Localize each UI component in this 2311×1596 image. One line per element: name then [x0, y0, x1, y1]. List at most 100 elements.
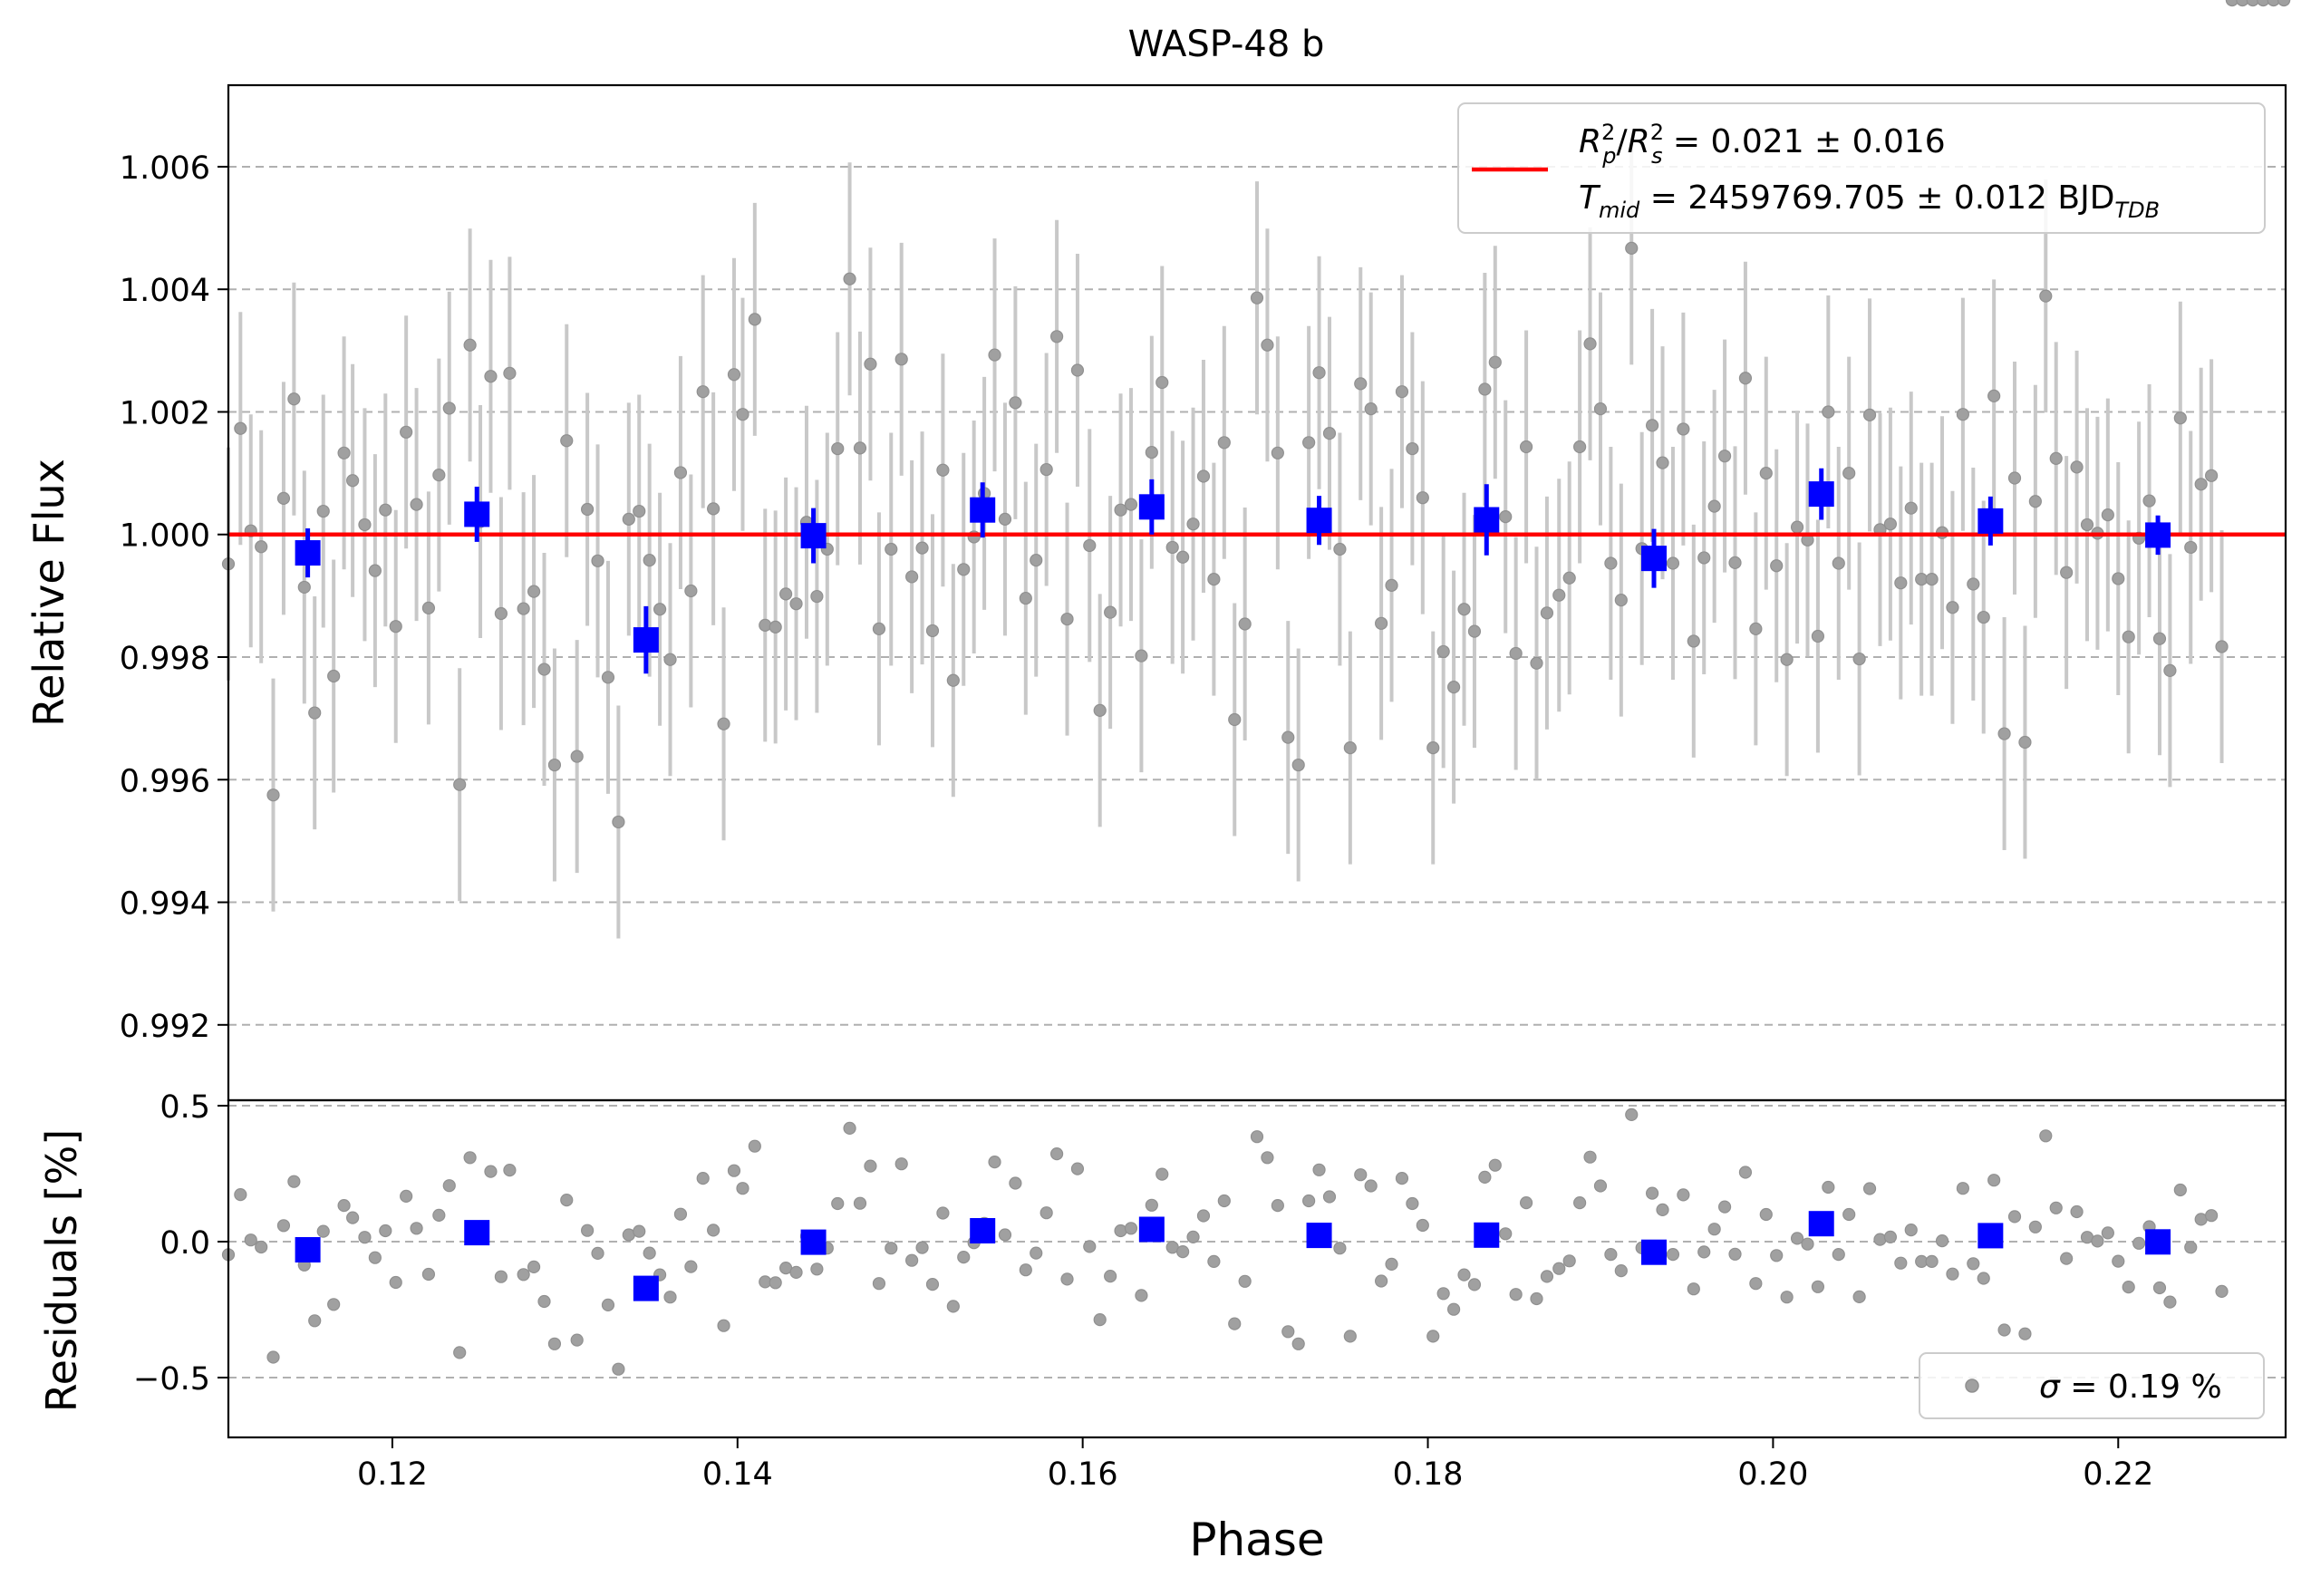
- raw-point: [316, 504, 330, 518]
- residual-point: [1509, 1288, 1523, 1301]
- residual-point: [244, 1233, 257, 1247]
- raw-point: [432, 469, 446, 482]
- raw-point: [810, 589, 824, 604]
- raw-point: [1852, 652, 1866, 666]
- raw-point: [1583, 337, 1597, 351]
- raw-point: [297, 580, 311, 595]
- raw-point: [1822, 405, 1835, 419]
- residual-point: [1749, 1277, 1763, 1291]
- residual-point: [843, 1121, 856, 1136]
- raw-point: [673, 466, 688, 479]
- bottom-panel: −0.5 0.0 0.5 0.12 0.14 0.16 0.18 0.20 0.22 Resi…: [37, 0, 2291, 1566]
- residual-point: [1135, 1289, 1148, 1302]
- raw-point: [1728, 556, 1742, 569]
- raw-point: [1186, 517, 1200, 531]
- raw-point: [1049, 330, 1064, 343]
- residual-point: [503, 1163, 517, 1177]
- bottom-y-tick-label: 0.5: [160, 1089, 210, 1126]
- top-raw-points: [221, 0, 2291, 939]
- residual-point: [736, 1182, 749, 1195]
- residual-point: [915, 1241, 929, 1254]
- residual-point: [1519, 1195, 1533, 1210]
- residual-point: [2091, 1234, 2104, 1248]
- raw-point: [1196, 469, 1211, 483]
- residual-point: [400, 1189, 413, 1204]
- residual-point: [1228, 1317, 1242, 1330]
- residual-point: [946, 1300, 960, 1313]
- raw-point: [653, 603, 667, 616]
- raw-point: [1406, 441, 1419, 456]
- residual-point: [1261, 1151, 1274, 1165]
- residual-point: [1176, 1244, 1190, 1259]
- raw-point: [1717, 450, 1732, 463]
- residual-point: [1717, 1200, 1732, 1214]
- binned-residual-point: [800, 1229, 827, 1255]
- top-binned-points: [295, 468, 2171, 674]
- residual-point: [2018, 1327, 2032, 1340]
- binned-residual-point: [633, 1275, 659, 1301]
- residual-point: [789, 1265, 803, 1280]
- raw-point: [1238, 617, 1252, 631]
- raw-point: [1019, 591, 1032, 605]
- top-y-tick-label: 1.002: [120, 395, 210, 431]
- residual-point: [234, 1187, 247, 1202]
- residual-point: [748, 1139, 761, 1153]
- raw-point: [663, 653, 677, 666]
- binned-residual-point: [2145, 1229, 2171, 1255]
- residual-point: [570, 1333, 584, 1347]
- raw-point: [1614, 594, 1628, 607]
- raw-point: [1904, 501, 1918, 515]
- raw-point: [727, 368, 741, 382]
- raw-point: [1478, 382, 1492, 396]
- residual-point: [2132, 1236, 2146, 1250]
- top-y-tick-label: 1.004: [120, 273, 210, 309]
- raw-point: [2049, 451, 2063, 465]
- residual-point: [2152, 1281, 2167, 1295]
- raw-point: [463, 338, 477, 352]
- raw-point: [622, 512, 635, 526]
- residual-point: [673, 1207, 688, 1221]
- raw-point: [1770, 559, 1784, 573]
- raw-point: [1070, 363, 1085, 377]
- residual-point: [1770, 1249, 1784, 1262]
- raw-point: [853, 441, 867, 455]
- x-tick-label: 0.22: [2083, 1456, 2153, 1493]
- raw-point: [1625, 241, 1639, 256]
- residual-point: [287, 1175, 301, 1188]
- residual-point: [1196, 1209, 1211, 1223]
- residual-point: [1790, 1232, 1804, 1245]
- raw-point: [1176, 550, 1190, 564]
- raw-point: [1083, 538, 1097, 553]
- raw-point: [1156, 375, 1169, 390]
- raw-point: [517, 602, 530, 615]
- residual-point: [1009, 1176, 1022, 1190]
- bottom-y-axis-label: Residuals [%]: [37, 1129, 86, 1412]
- residual-point: [2225, 0, 2239, 7]
- binned-point: [1306, 508, 1332, 534]
- binned-residual-point: [1138, 1216, 1165, 1243]
- raw-point: [1925, 573, 1939, 586]
- top-y-tick-label: 0.998: [120, 641, 210, 677]
- residual-point: [2246, 0, 2259, 7]
- residual-point: [1281, 1325, 1295, 1339]
- binned-residual-point: [970, 1218, 996, 1243]
- raw-point: [266, 788, 280, 802]
- residual-point: [1707, 1223, 1721, 1236]
- raw-point: [547, 758, 562, 772]
- raw-point: [255, 540, 268, 554]
- raw-point: [905, 570, 919, 584]
- raw-point: [2173, 411, 2187, 425]
- residual-point: [1832, 1247, 1845, 1262]
- residual-point: [1645, 1186, 1659, 1200]
- raw-point: [327, 669, 341, 683]
- raw-point: [643, 554, 656, 567]
- raw-point: [1030, 554, 1043, 567]
- raw-point: [2184, 540, 2198, 555]
- raw-point: [2028, 495, 2042, 508]
- raw-point: [1997, 727, 2011, 740]
- raw-point: [1114, 503, 1127, 517]
- residual-point: [1312, 1163, 1326, 1176]
- legend-tmid-text: Tmid = 2459769.705 ± 0.012 BJDTDB: [1579, 179, 2160, 223]
- raw-point: [1530, 656, 1543, 670]
